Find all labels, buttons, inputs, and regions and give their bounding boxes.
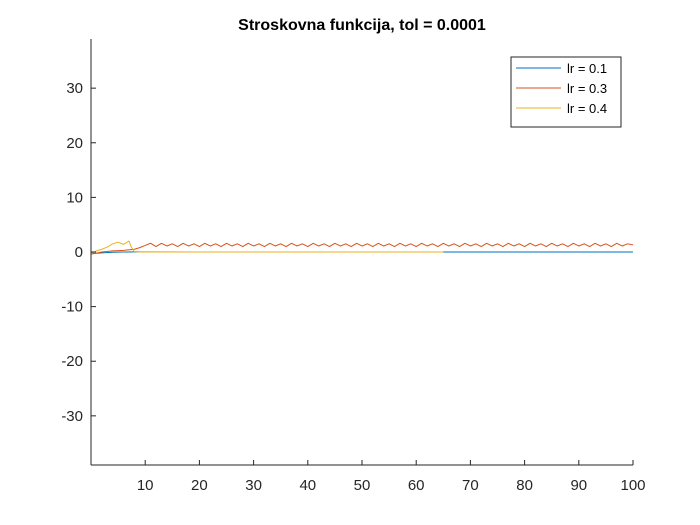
series-layer: [90, 240, 634, 255]
legend: lr = 0.1 lr = 0.3 lr = 0.4: [510, 56, 622, 128]
y-tick-label: -20: [61, 353, 83, 370]
legend-label-1: lr = 0.1: [567, 61, 607, 76]
y-tick-label: 0: [75, 244, 83, 261]
series-line-3: [90, 240, 444, 255]
legend-box: [510, 56, 622, 128]
y-tick-label: 30: [66, 80, 83, 97]
x-tick-label: 10: [137, 477, 154, 494]
x-tick-label: 40: [299, 477, 316, 494]
x-tick-label: 30: [245, 477, 262, 494]
axes-layer: 10 20 30 40 50 60 70 80 90 100 -30 -20 -10 0 10 20 30: [61, 39, 646, 494]
x-tick-label: 90: [570, 477, 587, 494]
legend-label-3: lr = 0.4: [567, 101, 607, 116]
x-tick-label: 100: [620, 477, 645, 494]
legend-label-2: lr = 0.3: [567, 81, 607, 96]
chart-title: Stroskovna funkcija, tol = 0.0001: [238, 17, 486, 34]
x-tick-label: 20: [191, 477, 208, 494]
y-tick-label: 10: [66, 189, 83, 206]
x-tick-label: 80: [516, 477, 533, 494]
series-line-2: [90, 242, 634, 255]
y-tick-label: 20: [66, 135, 83, 152]
x-tick-label: 70: [462, 477, 479, 494]
y-tick-label: -30: [61, 408, 83, 425]
y-tick-label: -10: [61, 299, 83, 316]
x-tick-label: 50: [354, 477, 371, 494]
x-tick-label: 60: [408, 477, 425, 494]
